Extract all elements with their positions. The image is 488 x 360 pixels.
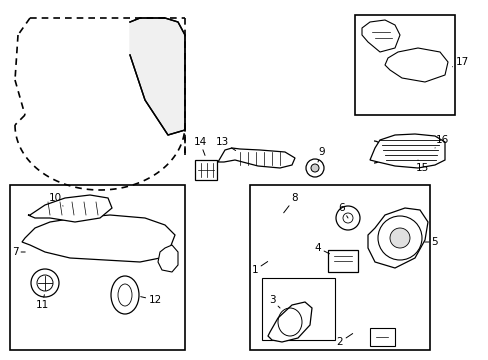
Circle shape <box>335 206 359 230</box>
Polygon shape <box>384 48 447 82</box>
Circle shape <box>130 233 140 243</box>
Text: 8: 8 <box>283 193 298 213</box>
Text: 10: 10 <box>48 193 63 206</box>
Ellipse shape <box>111 276 139 314</box>
Polygon shape <box>28 195 112 222</box>
Text: 17: 17 <box>451 57 468 67</box>
Text: 13: 13 <box>215 137 235 150</box>
Circle shape <box>55 233 65 243</box>
Circle shape <box>310 164 318 172</box>
Text: 12: 12 <box>141 295 162 305</box>
Polygon shape <box>267 302 311 342</box>
Text: 4: 4 <box>314 243 329 254</box>
Text: 9: 9 <box>317 147 325 162</box>
Circle shape <box>305 159 324 177</box>
Circle shape <box>37 275 53 291</box>
Polygon shape <box>130 18 184 135</box>
Text: 5: 5 <box>424 237 437 247</box>
Bar <box>354 15 454 115</box>
Circle shape <box>80 233 90 243</box>
Polygon shape <box>369 134 444 168</box>
Text: 1: 1 <box>251 262 267 275</box>
Polygon shape <box>22 215 175 262</box>
Text: 16: 16 <box>434 135 447 148</box>
Bar <box>249 185 429 350</box>
Bar <box>262 278 334 340</box>
Circle shape <box>105 233 115 243</box>
Text: 3: 3 <box>268 295 280 308</box>
Text: 2: 2 <box>336 334 352 347</box>
Bar <box>195 160 217 180</box>
Text: 15: 15 <box>414 160 428 173</box>
Circle shape <box>389 228 409 248</box>
Polygon shape <box>218 148 294 168</box>
Bar <box>10 185 184 350</box>
Bar <box>327 250 357 272</box>
Text: 7: 7 <box>12 247 25 257</box>
Text: 11: 11 <box>35 295 48 310</box>
Polygon shape <box>158 245 178 272</box>
Polygon shape <box>367 208 427 268</box>
Circle shape <box>150 233 160 243</box>
Circle shape <box>31 269 59 297</box>
Polygon shape <box>361 20 399 52</box>
Text: 14: 14 <box>193 137 206 156</box>
Text: 6: 6 <box>338 203 347 218</box>
Bar <box>369 328 394 346</box>
